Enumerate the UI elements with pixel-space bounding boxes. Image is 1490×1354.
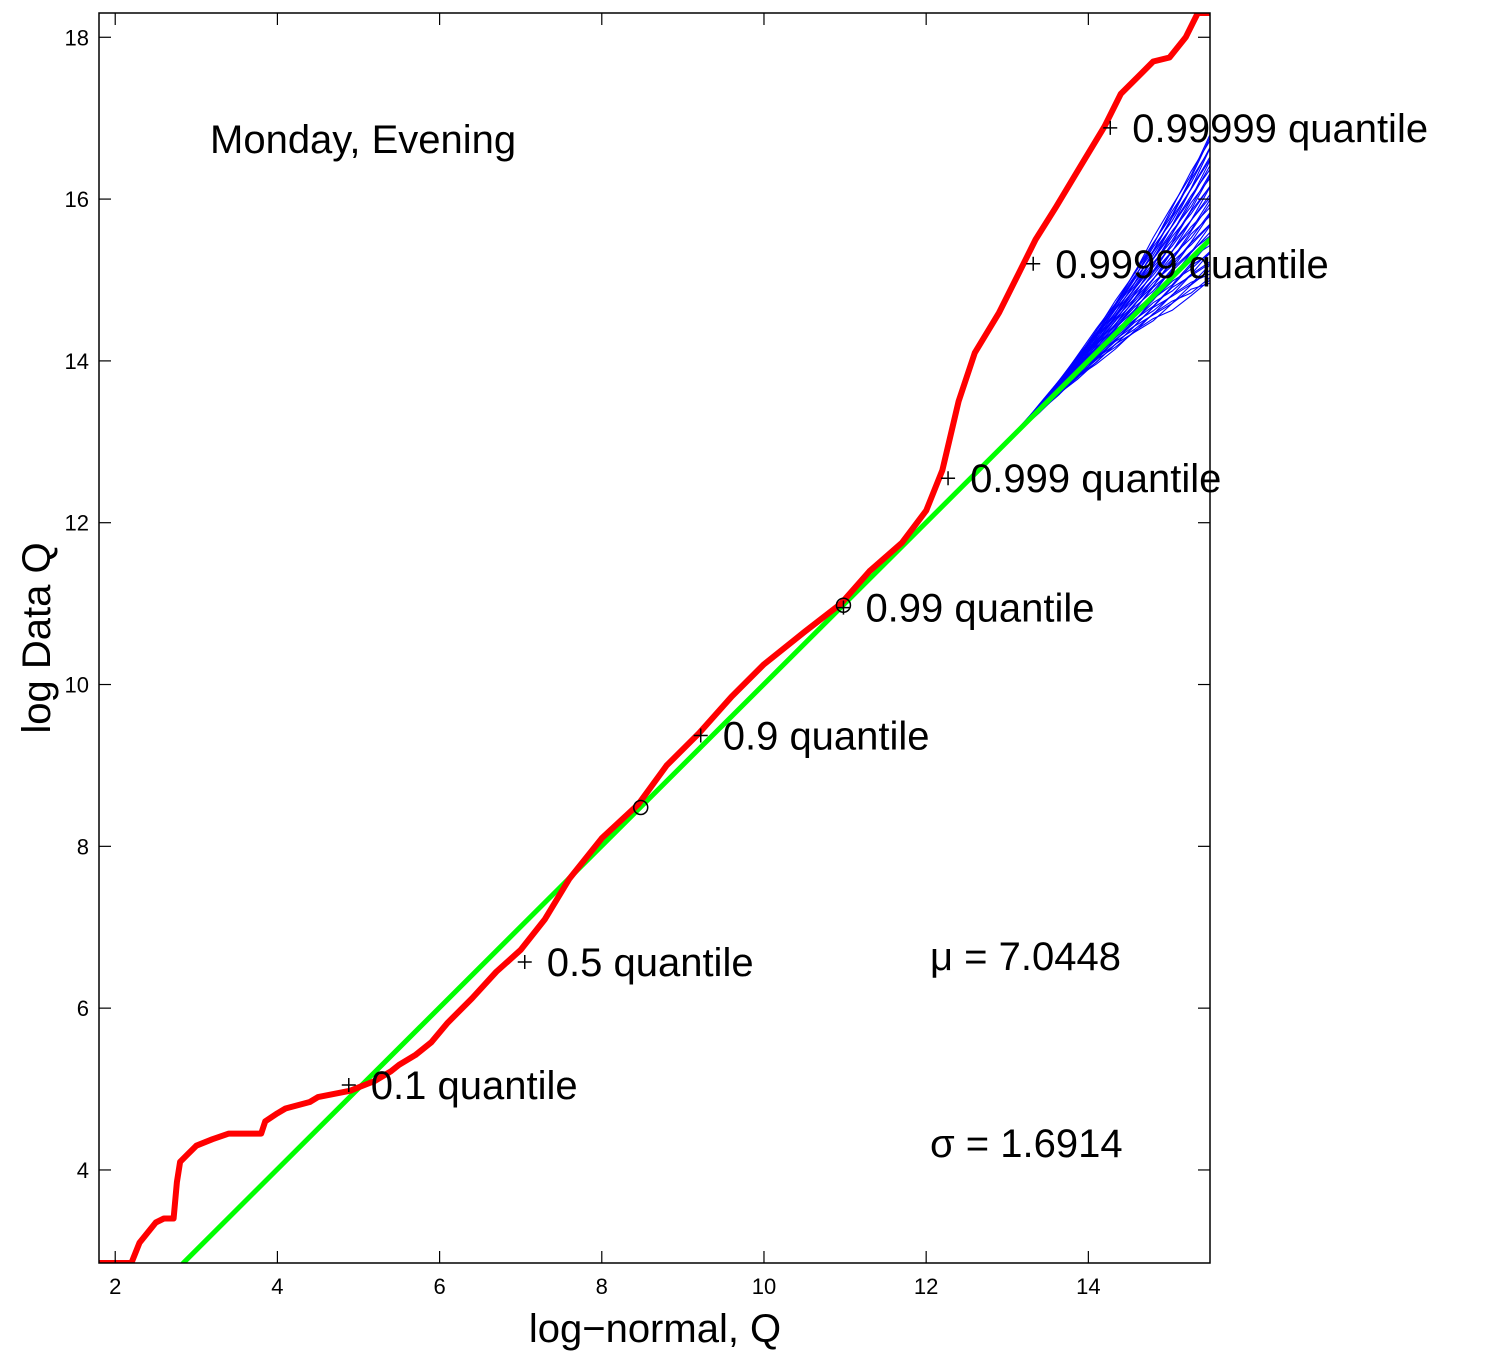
x-tick-label: 6	[433, 1274, 445, 1299]
y-tick-label: 6	[77, 996, 89, 1021]
quantile-plus-marker	[941, 471, 956, 486]
quantile-label: 0.999 quantile	[970, 457, 1221, 501]
quantile-label: 0.99999 quantile	[1132, 107, 1428, 151]
x-tick-label: 2	[109, 1274, 121, 1299]
y-tick-label: 16	[65, 187, 89, 212]
data-quantile-curve	[99, 13, 1210, 1263]
quantile-plus-marker	[341, 1078, 356, 1093]
quantile-circle-marker	[632, 799, 649, 816]
y-tick-label: 14	[65, 349, 89, 374]
y-tick-label: 8	[77, 834, 89, 859]
plot-background	[99, 13, 1210, 1263]
x-tick-label: 4	[271, 1274, 283, 1299]
quantile-plus-marker	[517, 955, 532, 970]
y-axis-title: log Data Q	[15, 542, 59, 733]
mu-annotation: μ = 7.0448	[930, 935, 1121, 979]
plot-frame	[98, 12, 1211, 1264]
x-axis-title: log−normal, Q	[529, 1307, 781, 1351]
y-tick-label: 12	[65, 511, 89, 536]
sigma-annotation: σ = 1.6914	[930, 1122, 1123, 1166]
quantile-label: 0.1 quantile	[371, 1064, 578, 1108]
x-tick-label: 14	[1076, 1274, 1100, 1299]
y-tick-label: 4	[77, 1158, 89, 1183]
quantile-markers	[341, 120, 1118, 1093]
x-tick-label: 8	[596, 1274, 608, 1299]
quantile-labels: 0.1 quantile 0.5 quantile 0.9 quantile 0.99…	[371, 107, 1428, 1108]
series-layer	[99, 13, 1210, 1263]
fitted-line	[180, 237, 1210, 1263]
quantile-label: 0.9 quantile	[723, 714, 930, 758]
quantile-plus-marker	[836, 600, 851, 615]
y-tick-label: 10	[65, 673, 89, 698]
y-tick-label: 18	[65, 25, 89, 50]
quantile-plus-marker	[1026, 256, 1041, 271]
quantile-label: 0.9999 quantile	[1055, 243, 1329, 287]
quantile-label: 0.5 quantile	[547, 941, 754, 985]
axis-ticks: 2 4 6 8 10 12 14 4 6 8 10 12 14 16 18	[65, 13, 1210, 1299]
quantile-label: 0.99 quantile	[865, 587, 1094, 631]
quantile-plus-marker	[693, 728, 708, 743]
x-tick-label: 10	[752, 1274, 776, 1299]
x-tick-label: 12	[914, 1274, 938, 1299]
panel-title: Monday, Evening	[210, 118, 516, 162]
quantile-plus-marker	[1103, 120, 1118, 135]
